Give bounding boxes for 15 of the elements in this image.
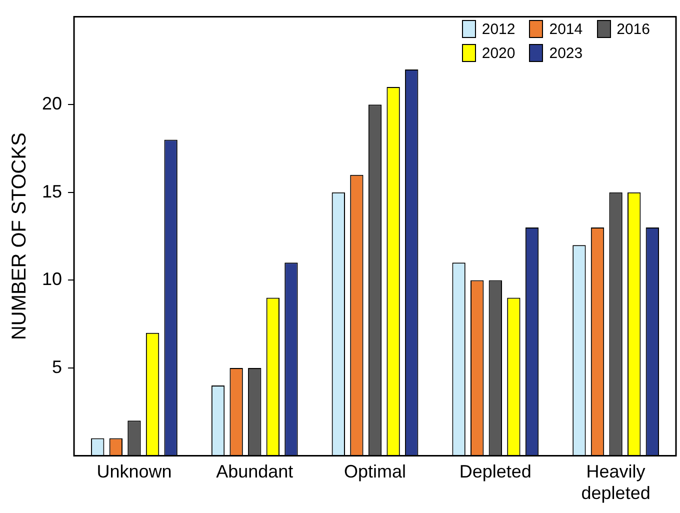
x-tick-label: Optimal [344, 462, 406, 482]
x-tick-label: Heavily depleted [581, 462, 650, 504]
y-axis-title: NUMBER OF STOCKS [8, 132, 31, 340]
y-tick-label: 15 [42, 181, 62, 202]
legend-label: 2014 [549, 20, 583, 38]
x-tick-label: Abundant [216, 462, 294, 482]
y-tick-label: 10 [42, 269, 62, 290]
y-tick-label: 5 [52, 356, 62, 377]
x-tick-label: Unknown [96, 462, 172, 482]
legend-label: 2023 [549, 44, 583, 62]
legend-label: 2012 [482, 20, 516, 38]
x-tick-label: Depleted [459, 462, 532, 482]
legend-label: 2020 [482, 44, 516, 62]
y-tick-label: 20 [42, 94, 62, 114]
legend-label: 2016 [616, 20, 650, 38]
